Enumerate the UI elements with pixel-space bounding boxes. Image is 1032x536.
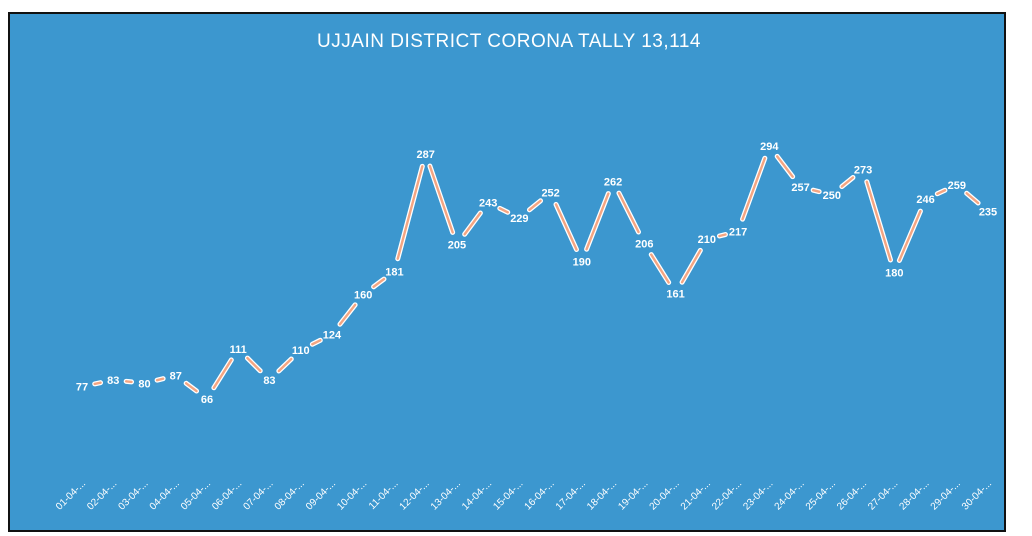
data-label: 246 xyxy=(916,194,934,206)
line-segment xyxy=(585,192,610,251)
data-label: 262 xyxy=(604,176,622,188)
data-label: 160 xyxy=(354,290,372,302)
line-segment xyxy=(93,381,102,386)
x-tick-label: 06-04-... xyxy=(210,478,244,512)
data-label: 205 xyxy=(448,240,466,252)
line-segment xyxy=(124,380,133,384)
line-segment xyxy=(311,339,322,346)
x-tick-label: 20-04-... xyxy=(648,478,682,512)
data-label: 257 xyxy=(791,182,809,194)
line-segment xyxy=(528,199,542,212)
line-segment xyxy=(246,356,262,373)
data-label: 80 xyxy=(138,378,150,390)
data-label: 124 xyxy=(323,330,342,342)
x-tick-label: 05-04-... xyxy=(179,478,213,512)
series-line xyxy=(92,153,981,394)
line-segment xyxy=(498,207,509,214)
line-segment xyxy=(212,358,233,389)
x-tick-label: 15-04-... xyxy=(491,478,525,512)
data-label: 87 xyxy=(170,371,182,383)
x-tick-label: 30-04-... xyxy=(960,478,994,512)
data-label: 287 xyxy=(416,149,434,161)
x-tick-label: 04-04-... xyxy=(148,478,182,512)
chart-title: UJJAIN DISTRICT CORONA TALLY 13,114 xyxy=(317,31,701,52)
data-label: 250 xyxy=(823,190,841,202)
line-segment xyxy=(463,211,482,236)
x-tick-label: 02-04-... xyxy=(85,478,119,512)
line-segment xyxy=(775,155,794,178)
x-tick-label: 22-04-... xyxy=(710,478,744,512)
line-segment xyxy=(277,357,293,373)
line-segment xyxy=(155,377,165,382)
x-tick-label: 17-04-... xyxy=(554,478,588,512)
x-tick-label: 07-04-... xyxy=(241,478,275,512)
x-tick-label: 08-04-... xyxy=(273,478,307,512)
x-tick-label: 29-04-... xyxy=(929,478,963,512)
x-tick-label: 28-04-... xyxy=(898,478,932,512)
line-segment xyxy=(428,164,454,234)
data-label: 259 xyxy=(948,180,966,192)
data-label: 190 xyxy=(573,256,591,268)
data-label: 66 xyxy=(201,394,213,406)
line-segment xyxy=(718,233,727,238)
line-segment xyxy=(936,189,947,195)
x-tick-label: 16-04-... xyxy=(523,478,557,512)
line-segment xyxy=(617,191,640,234)
x-tick-label: 24-04-... xyxy=(773,478,807,512)
line-segment xyxy=(840,176,855,188)
data-label: 111 xyxy=(230,344,247,356)
x-tick-label: 27-04-... xyxy=(866,478,900,512)
line-segment xyxy=(811,188,821,193)
x-tick-label: 19-04-... xyxy=(616,478,650,512)
line-segment xyxy=(965,192,980,205)
data-label: 235 xyxy=(979,206,997,218)
line-segment xyxy=(554,203,578,251)
line-segment xyxy=(680,249,702,284)
data-label: 77 xyxy=(76,382,88,394)
data-label: 161 xyxy=(666,288,684,300)
data-label: 206 xyxy=(635,239,653,251)
x-tick-label: 23-04-... xyxy=(741,478,775,512)
x-tick-label: 25-04-... xyxy=(804,478,838,512)
data-label: 210 xyxy=(698,234,716,246)
line-segment xyxy=(396,165,424,260)
data-label: 110 xyxy=(292,345,310,357)
x-tick-label: 26-04-... xyxy=(835,478,869,512)
drop-lines xyxy=(81,160,989,472)
line-segment xyxy=(898,209,922,262)
data-label: 181 xyxy=(385,266,403,278)
data-label: 294 xyxy=(760,141,779,153)
chart-panel: UJJAIN DISTRICT CORONA TALLY 13,114 77 83… xyxy=(8,12,1006,532)
x-tick-label: 11-04-... xyxy=(367,478,401,512)
x-tick-label: 13-04-... xyxy=(429,478,463,512)
data-label: 83 xyxy=(107,375,119,387)
x-tick-label: 14-04-... xyxy=(460,478,494,512)
x-tick-label: 21-04-... xyxy=(679,478,713,512)
x-axis-ticks: 01-04-...02-04-...03-04-...04-04-...05-0… xyxy=(54,478,994,512)
data-label: 217 xyxy=(729,226,747,238)
x-tick-label: 01-04-... xyxy=(54,478,88,512)
x-tick-label: 12-04-... xyxy=(398,478,432,512)
x-tick-label: 10-04-... xyxy=(335,478,369,512)
x-tick-label: 09-04-... xyxy=(304,478,338,512)
data-label: 229 xyxy=(510,213,528,225)
data-label: 180 xyxy=(885,267,903,279)
line-segment xyxy=(650,253,670,284)
data-label: 243 xyxy=(479,198,497,210)
line-segment xyxy=(865,180,892,262)
line-segment xyxy=(741,157,767,221)
data-labels: 77 83 80 87 66 111 83 110 124 160 181 287 205 243 229 2… xyxy=(76,141,997,406)
x-tick-label: 03-04-... xyxy=(116,478,150,512)
data-label: 252 xyxy=(541,188,559,200)
x-tick-label: 18-04-... xyxy=(585,478,619,512)
line-segment xyxy=(338,303,357,326)
data-label: 83 xyxy=(263,375,275,387)
line-segment xyxy=(372,277,386,289)
line-chart: UJJAIN DISTRICT CORONA TALLY 13,114 77 83… xyxy=(54,31,997,512)
data-label: 273 xyxy=(854,164,872,176)
line-segment xyxy=(184,382,198,393)
